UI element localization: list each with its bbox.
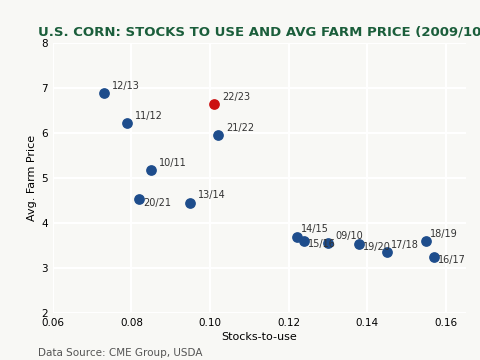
Y-axis label: Avg. Farm Price: Avg. Farm Price — [27, 135, 37, 221]
Text: 22/23: 22/23 — [222, 92, 250, 102]
Text: 12/13: 12/13 — [112, 81, 140, 91]
Text: U.S. CORN: STOCKS TO USE AND AVG FARM PRICE (2009/10 - 2022/23F): U.S. CORN: STOCKS TO USE AND AVG FARM PR… — [38, 25, 480, 38]
Text: 10/11: 10/11 — [159, 158, 187, 168]
Text: 19/20: 19/20 — [363, 242, 391, 252]
Point — [422, 238, 430, 244]
Point — [293, 234, 300, 240]
Point — [214, 132, 222, 138]
Text: 18/19: 18/19 — [430, 229, 458, 239]
Text: 17/18: 17/18 — [391, 240, 419, 250]
Point — [300, 238, 308, 244]
Text: 11/12: 11/12 — [135, 111, 163, 121]
Text: 15/16: 15/16 — [308, 239, 336, 249]
Point — [324, 240, 332, 246]
Point — [100, 90, 108, 96]
Point — [210, 101, 218, 107]
Text: 20/21: 20/21 — [143, 198, 171, 208]
Text: 13/14: 13/14 — [198, 190, 226, 200]
Text: 21/22: 21/22 — [226, 123, 254, 133]
Point — [356, 242, 363, 247]
Point — [430, 255, 438, 260]
Text: 16/17: 16/17 — [438, 256, 466, 266]
Text: 14/15: 14/15 — [300, 224, 328, 234]
Point — [383, 249, 391, 255]
Point — [124, 120, 132, 126]
Text: Data Source: CME Group, USDA: Data Source: CME Group, USDA — [38, 348, 203, 359]
Point — [187, 199, 194, 205]
Text: 09/10: 09/10 — [336, 231, 364, 241]
X-axis label: Stocks-to-use: Stocks-to-use — [221, 332, 297, 342]
Point — [147, 167, 155, 173]
Point — [135, 197, 143, 202]
